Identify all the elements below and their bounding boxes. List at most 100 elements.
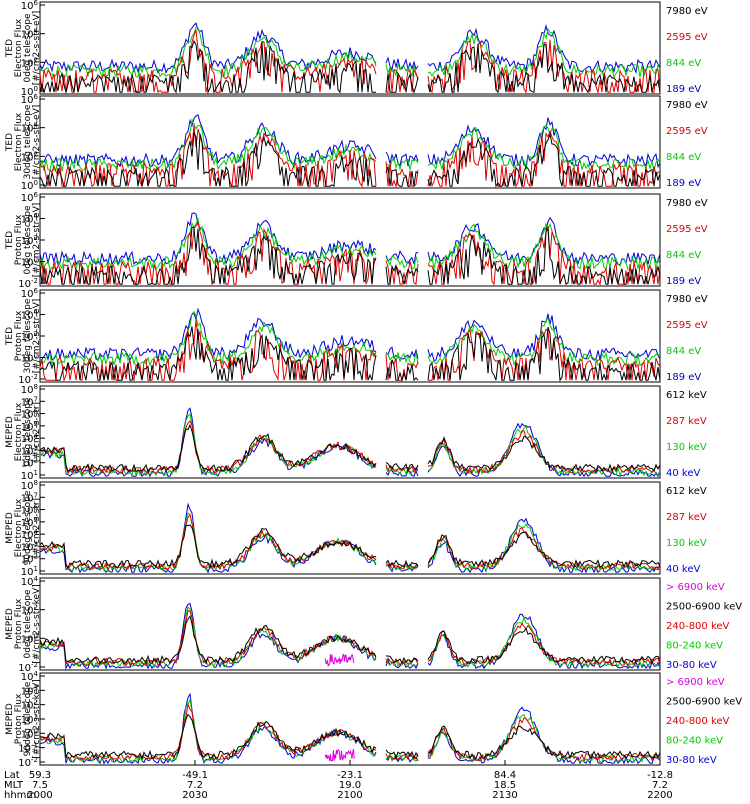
legend-label: 2500-6900 keV xyxy=(666,602,742,613)
panel-frame xyxy=(39,95,661,189)
legend-label: 80-240 keV xyxy=(666,736,723,747)
panel-frame xyxy=(39,672,661,766)
y-tick-label: 102 xyxy=(21,234,38,247)
y-axis-title-line: MEPED xyxy=(5,512,15,544)
legend-label: 2595 eV xyxy=(666,320,708,331)
y-tick-label: 104 xyxy=(21,432,39,445)
panel-frame xyxy=(39,193,661,287)
legend-label: 844 eV xyxy=(666,58,701,69)
x-tick-mlt: 7.2 xyxy=(187,780,203,791)
y-axis-title-line: 90deg telescope xyxy=(23,681,33,756)
legend-label: 7980 eV xyxy=(666,100,708,111)
panel-frame xyxy=(39,481,661,575)
series-line-blue xyxy=(39,407,661,478)
series-line-black xyxy=(39,524,661,570)
y-axis-title-line: 30deg telescope xyxy=(23,298,33,373)
y-axis-title-line: 90deg telescope xyxy=(23,490,33,565)
y-tick-label: 10-2 xyxy=(18,277,38,290)
legend-label: 130 keV xyxy=(666,538,707,549)
y-tick-label: 102 xyxy=(21,699,38,712)
x-tick-lat: -23.1 xyxy=(337,770,363,781)
series-line-black xyxy=(39,326,661,383)
legend-label: 7980 eV xyxy=(666,6,708,17)
legend-label: 2595 eV xyxy=(666,32,708,43)
y-axis-title-line: 0deg telescope xyxy=(23,397,33,467)
y-tick-label: 102 xyxy=(21,604,38,617)
y-tick-label: 101 xyxy=(21,713,38,726)
y-tick-label: 100 xyxy=(21,179,38,192)
y-axis-title-line: [#/cm2-s-str-eV] xyxy=(32,299,42,374)
legend-label: 189 eV xyxy=(666,178,701,189)
y-tick-label: 106 xyxy=(21,191,39,204)
x-tick-time: 2000 xyxy=(27,790,52,800)
y-axis-title-line: Electron Flux xyxy=(14,402,24,461)
legend-label: 30-80 keV xyxy=(666,660,717,671)
y-axis-title-line: [#/cm2-s-str-eV] xyxy=(32,105,42,180)
x-tick-time: 2030 xyxy=(182,790,207,800)
y-tick-label: 102 xyxy=(21,330,38,343)
y-tick-label: 106 xyxy=(21,287,39,300)
legend-label: 240-800 keV xyxy=(666,621,730,632)
y-tick-label: 102 xyxy=(21,150,38,163)
series-line-red xyxy=(39,420,661,475)
y-axis-title-line: Electron Flux xyxy=(14,112,24,171)
y-tick-label: 106 xyxy=(21,504,39,517)
legend-label: 287 keV xyxy=(666,512,707,523)
legend-label: 240-800 keV xyxy=(666,716,730,727)
y-tick-label: 10-2 xyxy=(18,661,38,674)
legend-label: 189 eV xyxy=(666,276,701,287)
y-tick-label: 104 xyxy=(21,28,39,41)
y-tick-label: 105 xyxy=(21,420,38,433)
y-axis-title-line: 0deg telescope xyxy=(23,205,33,275)
y-tick-label: 102 xyxy=(21,553,38,566)
y-axis-title-line: TED xyxy=(5,231,15,250)
panel-4: 10-2 100 102 104 106 TED Proton Flux 30deg tele… xyxy=(5,287,708,386)
legend-label: 2595 eV xyxy=(666,224,708,235)
panel-frame xyxy=(39,577,661,671)
y-tick-label: 103 xyxy=(21,684,38,697)
x-tick-time: 2130 xyxy=(492,790,517,800)
legend-label: 7980 eV xyxy=(666,198,708,209)
legend-label: > 6900 keV xyxy=(666,582,725,593)
series-line-green xyxy=(39,217,661,271)
legend-label: > 6900 keV xyxy=(666,677,725,688)
y-axis-title-line: TED xyxy=(5,327,15,346)
y-tick-label: 103 xyxy=(21,540,38,553)
y-tick-label: 10-2 xyxy=(18,373,38,386)
legend-label: 80-240 keV xyxy=(666,641,723,652)
y-tick-label: 101 xyxy=(21,565,38,578)
y-tick-label: 101 xyxy=(21,469,38,482)
series-line-green xyxy=(39,413,661,477)
y-axis-title-line: 30deg telescope xyxy=(23,104,33,179)
y-tick-label: 100 xyxy=(21,85,38,98)
x-tick-mlt: 19.0 xyxy=(339,780,361,791)
series-line-magenta xyxy=(324,653,355,668)
series-line-blue xyxy=(39,114,661,169)
x-tick-mlt: 18.5 xyxy=(494,780,516,791)
y-tick-label: 104 xyxy=(21,213,39,226)
panel-3: 10-2 100 102 104 106 TED Proton Flux 0deg teles… xyxy=(5,191,708,290)
y-tick-label: 104 xyxy=(21,309,39,322)
legend-label: 40 keV xyxy=(666,564,700,575)
y-axis-title-line: Proton Flux xyxy=(14,214,24,265)
y-tick-label: 108 xyxy=(21,383,38,396)
y-axis-title-line: MEPED xyxy=(5,608,15,640)
y-tick-label: 100 xyxy=(21,352,38,365)
series-line-black xyxy=(39,132,661,188)
y-tick-label: 102 xyxy=(21,56,38,69)
legend-label: 40 keV xyxy=(666,468,700,479)
y-tick-label: 103 xyxy=(21,444,38,457)
panel-frame xyxy=(39,385,661,479)
y-tick-label: 10-2 xyxy=(18,756,38,769)
x-tick-mlt: 7.5 xyxy=(32,780,48,791)
y-tick-label: 102 xyxy=(21,457,38,470)
x-row-label: Lat xyxy=(4,770,20,781)
x-tick-lat: -49.1 xyxy=(182,770,208,781)
legend-label: 287 keV xyxy=(666,416,707,427)
x-axis: 59.37.52000-49.17.22030-23.119.0210084.4… xyxy=(4,760,673,804)
y-axis-title-line: [#/cm2-s-str-keV] xyxy=(32,679,42,758)
x-tick-lat: 84.4 xyxy=(494,770,516,781)
panel-1: 100 102 104 106 TED Electron Flux 0deg telesco… xyxy=(5,0,708,98)
